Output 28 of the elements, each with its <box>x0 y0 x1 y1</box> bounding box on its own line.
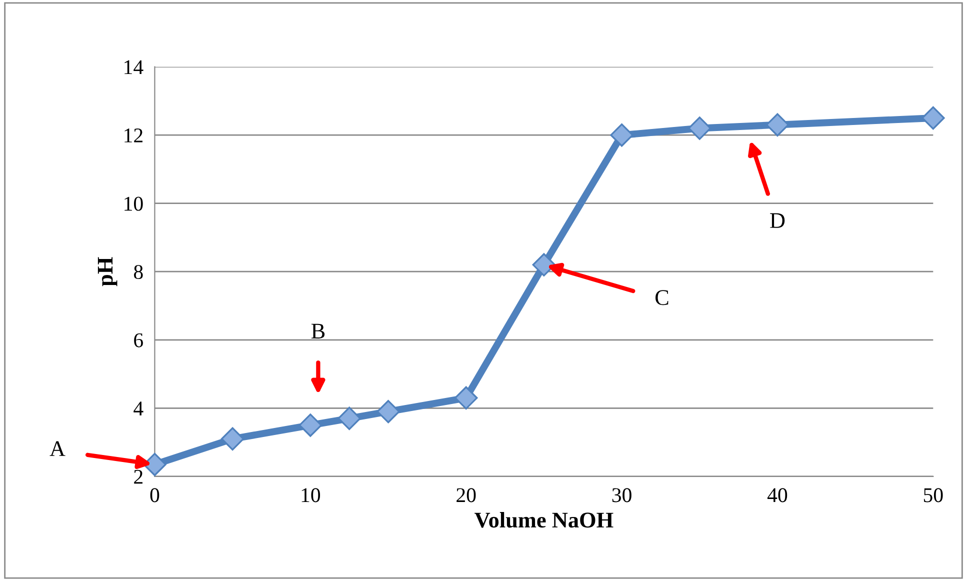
point <box>143 452 166 476</box>
point <box>610 123 634 147</box>
annotation: B <box>311 324 325 338</box>
y-tick-label: 2 <box>134 470 142 484</box>
point <box>532 253 556 276</box>
point <box>298 414 322 437</box>
y-tick-label: 6 <box>134 333 143 348</box>
y-tick-label: 12 <box>124 128 142 142</box>
x-tick-label: 10 <box>302 488 320 502</box>
y-tick-label: 14 <box>124 60 144 74</box>
x-tick-label: 0 <box>150 488 160 502</box>
point <box>220 427 244 451</box>
y-tick-label: 10 <box>124 196 143 211</box>
x-tick-label: 50 <box>924 488 943 502</box>
point <box>454 386 478 410</box>
y-tick-label: 8 <box>134 264 143 280</box>
x-tick-label: 20 <box>456 488 476 502</box>
annotation: D <box>770 213 785 228</box>
x-tick-label: 40 <box>767 488 788 502</box>
x-tick-label: 30 <box>612 488 632 502</box>
point <box>922 106 945 130</box>
x-axis-title: Volume NaOH <box>474 512 614 528</box>
point <box>376 400 400 424</box>
y-axis-title: pH <box>98 257 118 286</box>
annotation: A <box>50 441 66 456</box>
y-tick-label: 4 <box>134 402 144 416</box>
point <box>338 406 361 430</box>
annotation: C <box>655 290 668 306</box>
